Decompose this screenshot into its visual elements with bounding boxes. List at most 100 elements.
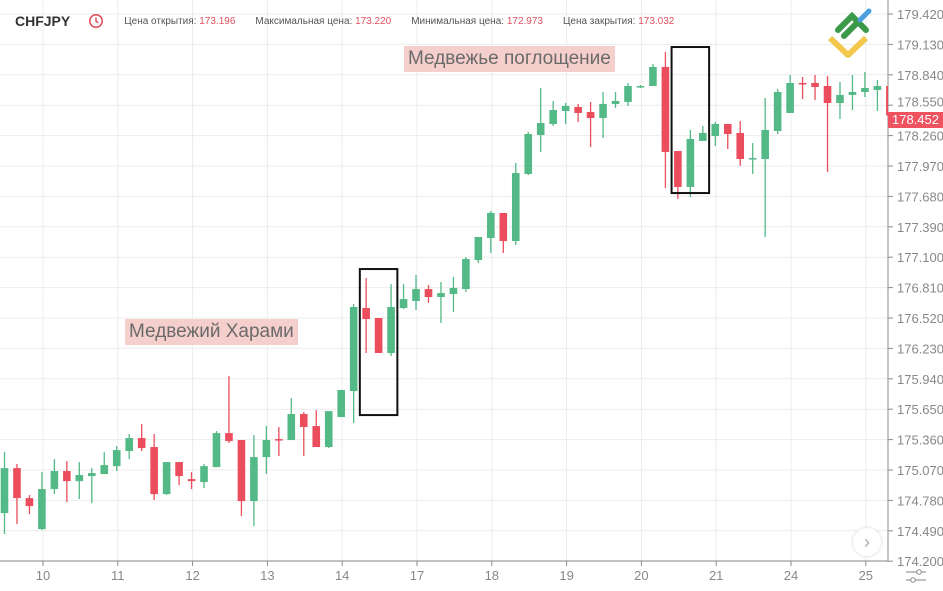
annotation-bearish-harami: Медвежий Харами bbox=[125, 319, 298, 345]
candle-body bbox=[511, 173, 520, 242]
candle-bullish bbox=[87, 468, 96, 504]
y-tick-label: 175.360 bbox=[897, 433, 943, 448]
candle-body bbox=[137, 438, 146, 449]
candle-bullish bbox=[848, 75, 857, 111]
annotation-bearish-engulfing: Медвежье поглощение bbox=[404, 46, 615, 72]
candle-bearish bbox=[150, 434, 158, 501]
candle-body bbox=[848, 91, 857, 95]
candle-body bbox=[836, 94, 844, 103]
close-price-stat: Цена закрытия: 173.032 bbox=[563, 16, 674, 27]
y-tick-label: 178.260 bbox=[897, 129, 943, 144]
candle-bullish bbox=[200, 464, 208, 489]
y-tick-label: 179.420 bbox=[897, 7, 943, 22]
candle-body bbox=[811, 82, 819, 87]
close-label: Цена закрытия: bbox=[562, 15, 636, 27]
candle-bearish bbox=[798, 77, 807, 100]
candle-body bbox=[0, 468, 9, 514]
candle-body bbox=[624, 86, 632, 102]
y-tick-label: 177.100 bbox=[897, 250, 943, 265]
candle-bullish bbox=[449, 277, 458, 313]
y-tick-label: 174.780 bbox=[897, 493, 943, 508]
candle-bearish bbox=[312, 410, 321, 448]
candle-body bbox=[699, 132, 707, 141]
candle-bullish bbox=[287, 398, 296, 441]
candle-body bbox=[736, 132, 745, 159]
candle-bullish bbox=[773, 88, 782, 135]
candle-body bbox=[237, 440, 246, 502]
candle-body bbox=[861, 88, 869, 92]
candle-bullish bbox=[611, 91, 620, 109]
candle-bullish bbox=[686, 129, 695, 198]
candle-bullish bbox=[349, 304, 358, 424]
y-tick-label: 177.390 bbox=[897, 220, 943, 235]
candle-body bbox=[100, 465, 109, 475]
candle-body bbox=[437, 293, 445, 298]
candle-body bbox=[536, 123, 545, 135]
candle-body bbox=[87, 473, 96, 477]
candle-body bbox=[686, 138, 695, 187]
candle-bearish bbox=[424, 284, 433, 304]
candle-bullish bbox=[836, 81, 844, 120]
candle-bullish bbox=[337, 390, 345, 418]
history-clock-icon[interactable] bbox=[88, 13, 104, 29]
y-tick-label: 175.070 bbox=[897, 463, 943, 478]
candle-body bbox=[798, 82, 807, 85]
sliders-icon[interactable] bbox=[905, 568, 927, 584]
candle-bullish bbox=[212, 431, 221, 468]
candle-body bbox=[424, 289, 433, 298]
candle-bullish bbox=[699, 125, 707, 141]
candle-bearish bbox=[374, 318, 383, 354]
candle-bearish bbox=[175, 462, 183, 486]
candle-bullish bbox=[599, 91, 607, 139]
candle-body bbox=[449, 288, 458, 294]
candle-bullish bbox=[38, 472, 46, 531]
candle-body bbox=[586, 112, 595, 118]
candle-bullish bbox=[487, 210, 495, 254]
y-tick-label: 176.810 bbox=[897, 281, 943, 296]
candle-bullish bbox=[536, 88, 545, 152]
candle-bullish bbox=[262, 426, 271, 475]
high-price-stat: Максимальная цена: 173.220 bbox=[255, 16, 391, 27]
candle-body bbox=[374, 318, 383, 354]
open-value: 173.196 bbox=[199, 15, 236, 27]
candle-body bbox=[462, 258, 470, 290]
candle-bearish bbox=[661, 51, 670, 189]
candle-body bbox=[561, 105, 570, 111]
candle-body bbox=[63, 471, 71, 482]
candle-bullish bbox=[50, 459, 59, 495]
candle-bearish bbox=[137, 424, 146, 452]
candle-bullish bbox=[0, 452, 9, 535]
symbol-label[interactable]: CHFJPY bbox=[15, 13, 71, 29]
candle-body bbox=[112, 450, 121, 467]
candle-body bbox=[175, 462, 183, 477]
x-tick-label: 12 bbox=[185, 568, 199, 583]
candle-bearish bbox=[499, 212, 508, 254]
candle-body bbox=[262, 440, 271, 458]
candle-body bbox=[761, 129, 769, 159]
candle-bullish bbox=[511, 162, 520, 246]
high-label: Максимальная цена: bbox=[255, 15, 353, 27]
low-price-stat: Минимальная цена: 172.973 bbox=[411, 16, 543, 27]
y-tick-label: 175.650 bbox=[897, 402, 943, 417]
candle-bearish bbox=[187, 472, 196, 490]
candle-body bbox=[549, 110, 557, 124]
candle-bearish bbox=[362, 278, 370, 354]
candle-body bbox=[150, 447, 158, 495]
x-tick-label: 11 bbox=[111, 568, 125, 583]
candle-body bbox=[299, 414, 308, 428]
candle-bullish bbox=[412, 275, 420, 311]
last-price-label: 178.452 bbox=[888, 112, 943, 128]
candle-body bbox=[324, 411, 333, 448]
scroll-right-button[interactable]: › bbox=[852, 527, 882, 557]
candle-body bbox=[786, 82, 794, 113]
candle-bearish bbox=[823, 75, 832, 172]
candle-body bbox=[574, 106, 582, 113]
x-tick-label: 18 bbox=[485, 568, 499, 583]
candle-body bbox=[125, 438, 133, 452]
candle-bullish bbox=[873, 79, 882, 111]
candle-bullish bbox=[649, 64, 657, 87]
candle-body bbox=[50, 471, 59, 490]
candle-bullish bbox=[324, 411, 333, 449]
candle-body bbox=[162, 462, 171, 495]
